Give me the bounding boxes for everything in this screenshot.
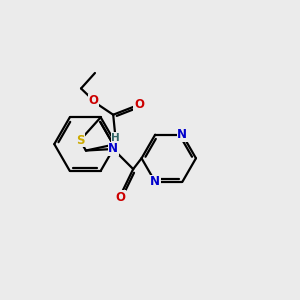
Text: O: O (134, 98, 144, 111)
Text: O: O (88, 94, 99, 107)
Text: N: N (177, 128, 188, 141)
Text: H: H (111, 133, 120, 143)
Text: S: S (76, 134, 84, 147)
Text: N: N (108, 142, 118, 155)
Text: O: O (115, 191, 125, 204)
Text: N: N (150, 175, 160, 188)
